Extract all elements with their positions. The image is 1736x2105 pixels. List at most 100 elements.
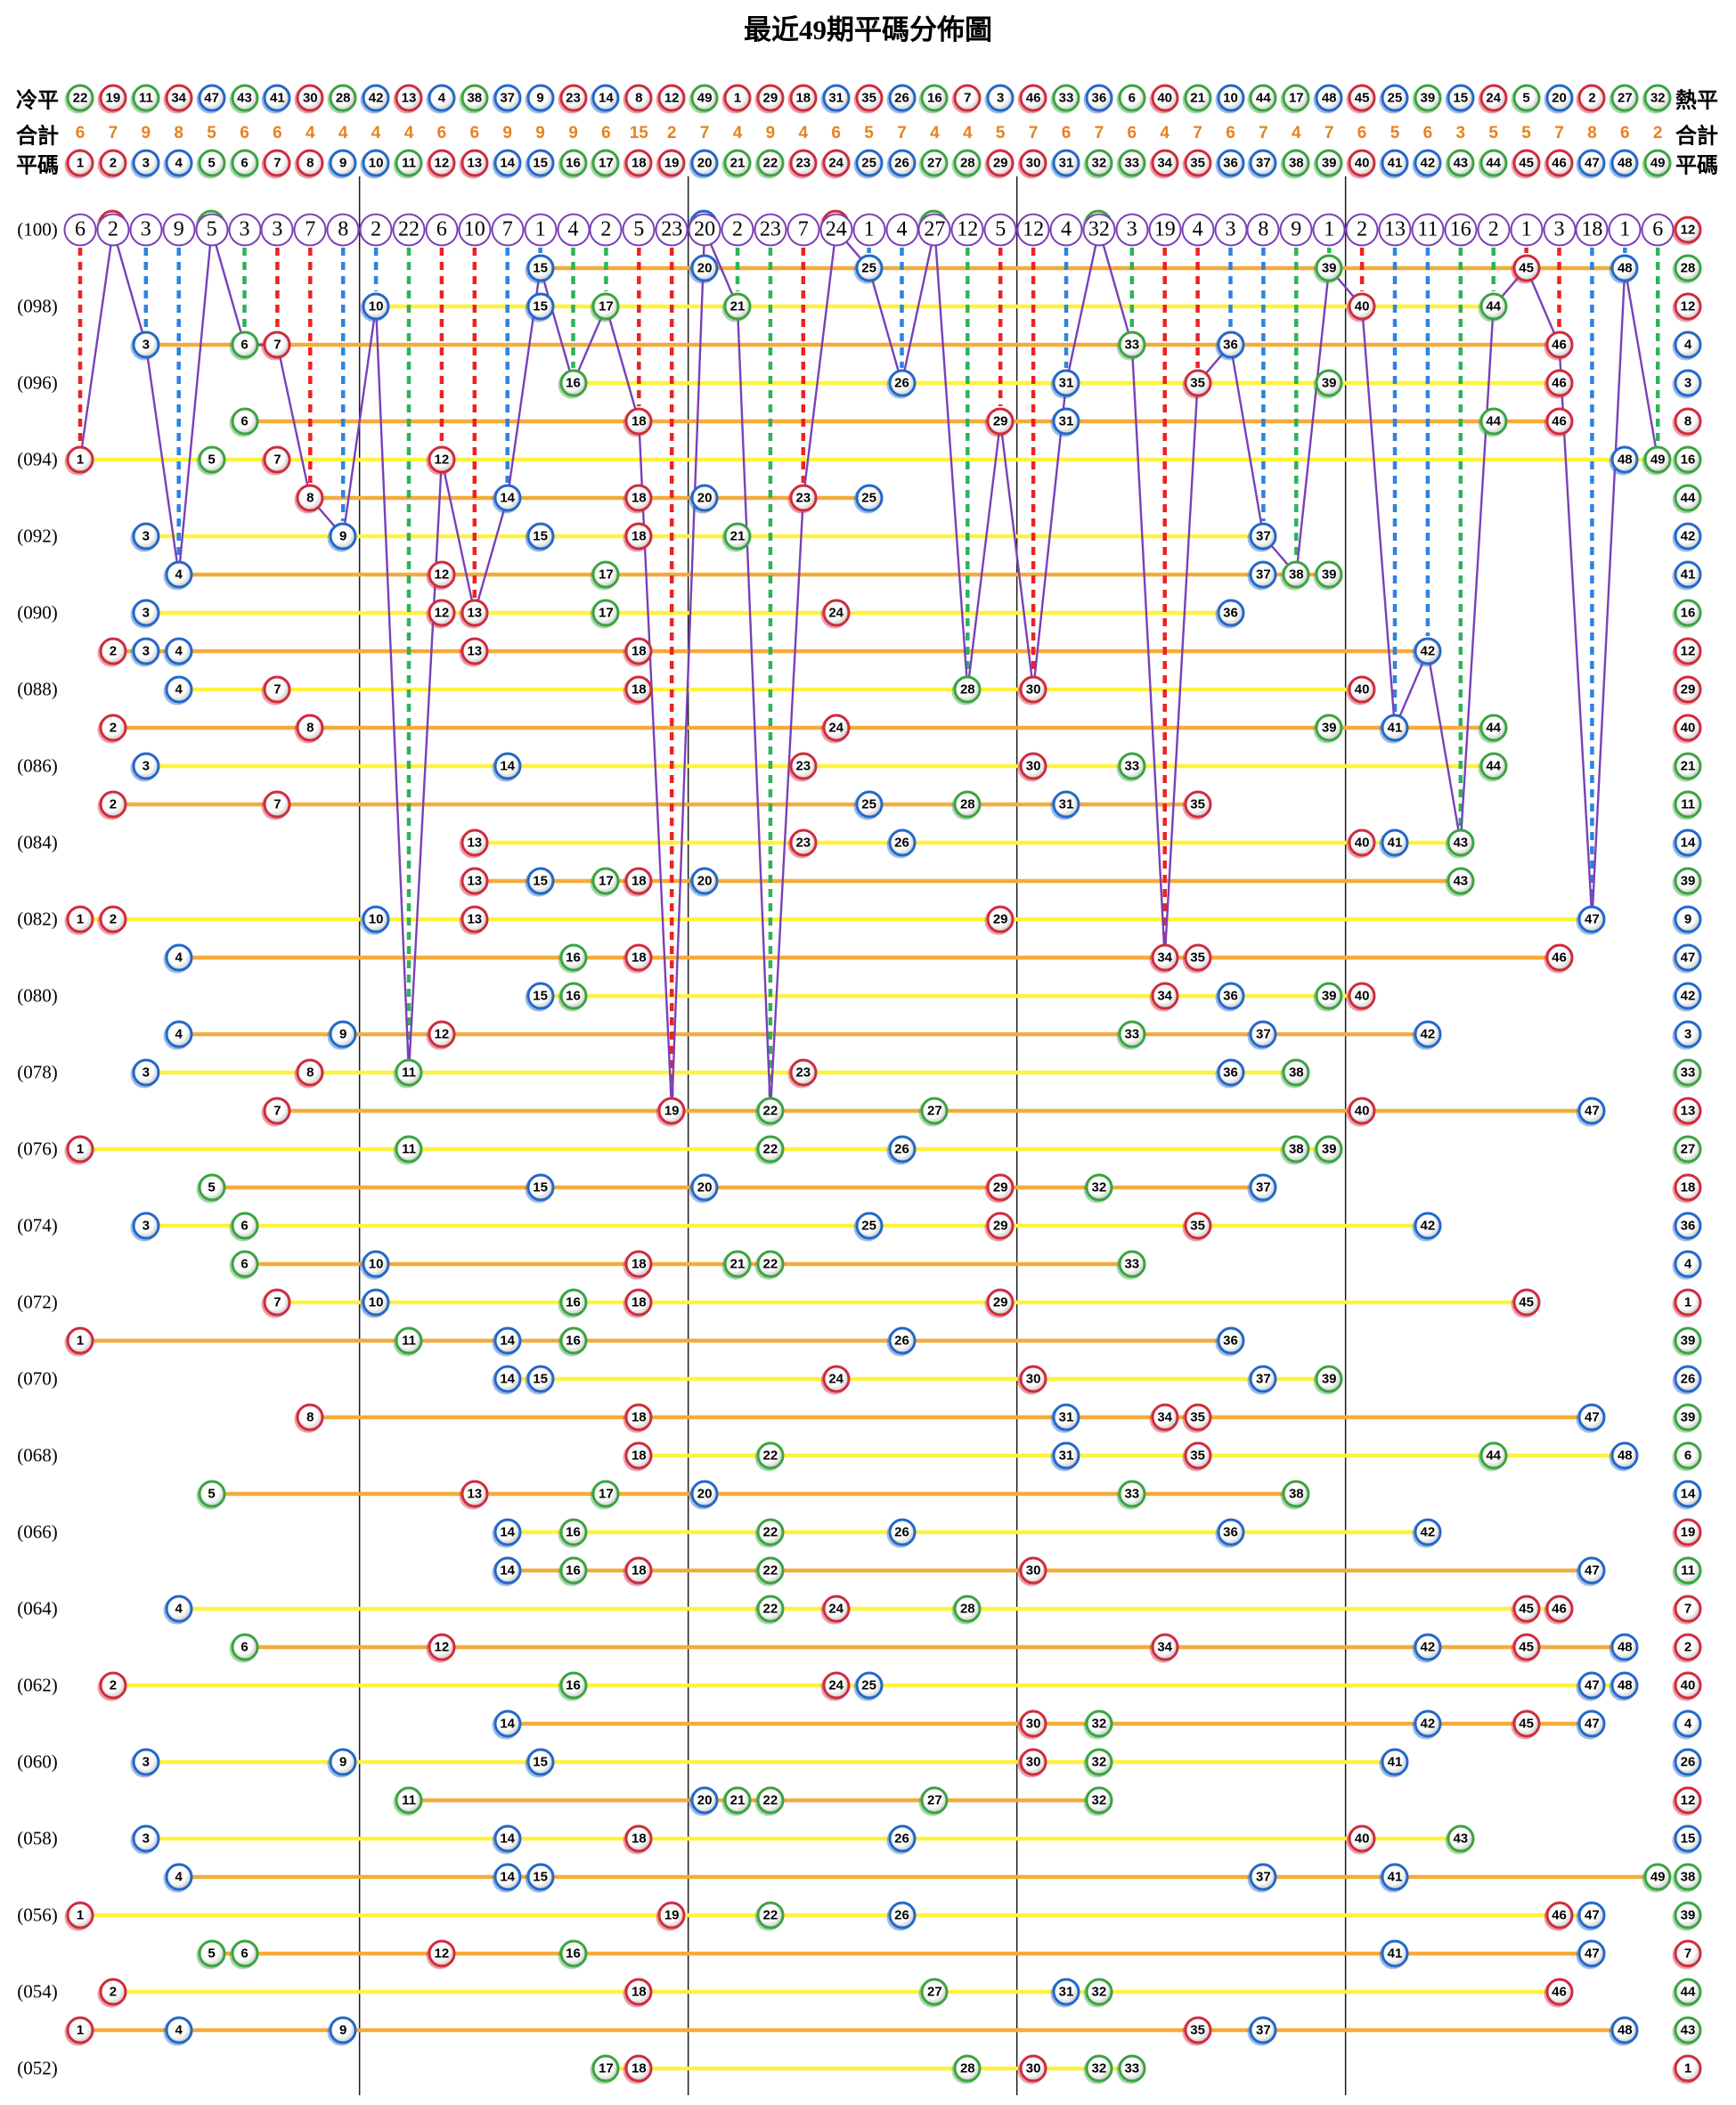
- miss-circle-drawn-27: 27: [917, 213, 951, 247]
- number-header-ball-14: 14: [493, 149, 522, 177]
- ball-80-34: 34: [1151, 982, 1179, 1010]
- miss-circle-2: 2: [359, 213, 393, 247]
- special-ball-94: 16: [1674, 445, 1702, 474]
- ball-96-16: 16: [559, 369, 587, 397]
- number-header-ball-23: 23: [789, 149, 818, 177]
- number-header-ball-22: 22: [756, 149, 785, 177]
- ball-93-23: 23: [789, 484, 818, 512]
- ball-57-49: 49: [1643, 1863, 1672, 1891]
- ball-82-47: 47: [1577, 905, 1606, 934]
- ball-79-4: 4: [165, 1020, 193, 1048]
- ball-70-15: 15: [526, 1365, 555, 1393]
- number-header-ball-34: 34: [1151, 149, 1179, 177]
- ball-88-30: 30: [1019, 675, 1047, 704]
- ball-63-6: 6: [231, 1633, 258, 1661]
- miss-circle-drawn-5: 5: [195, 213, 229, 247]
- ball-76-11: 11: [395, 1135, 423, 1163]
- total-count-16: 9: [568, 124, 578, 143]
- special-ball-95: 8: [1674, 407, 1702, 436]
- ball-96-39: 39: [1315, 369, 1343, 397]
- ball-88-4: 4: [165, 675, 193, 704]
- ball-80-16: 16: [559, 982, 587, 1010]
- total-count-4: 8: [174, 124, 183, 143]
- miss-circle-3: 3: [1214, 213, 1247, 247]
- ball-87-41: 41: [1381, 714, 1409, 742]
- special-ball-72: 1: [1674, 1288, 1702, 1317]
- cold-order-ball-16: 16: [920, 84, 949, 112]
- total-count-31: 6: [1061, 124, 1072, 143]
- total-count-35: 7: [1193, 124, 1202, 143]
- miss-circle-3: 3: [129, 213, 163, 247]
- total-count-47: 8: [1587, 124, 1597, 143]
- cold-order-ball-38: 38: [460, 84, 489, 112]
- ball-61-45: 45: [1512, 1709, 1541, 1738]
- ball-73-33: 33: [1118, 1250, 1146, 1278]
- ball-60-41: 41: [1381, 1748, 1409, 1776]
- ball-66-14: 14: [493, 1518, 522, 1546]
- number-header-ball-26: 26: [888, 149, 916, 177]
- ball-77-40: 40: [1348, 1097, 1376, 1125]
- period-label-64: (064): [17, 1597, 58, 1620]
- number-header-ball-38: 38: [1282, 149, 1310, 177]
- ball-64-24: 24: [822, 1595, 851, 1623]
- number-label-right: 平碼: [1675, 153, 1718, 178]
- special-ball-96: 3: [1674, 369, 1702, 397]
- total-label-right: 合計: [1675, 124, 1718, 149]
- ball-92-15: 15: [526, 522, 555, 551]
- special-ball-91: 41: [1674, 560, 1702, 589]
- total-count-49: 2: [1652, 124, 1663, 143]
- ball-74-35: 35: [1184, 1212, 1212, 1240]
- total-count-9: 4: [338, 124, 348, 143]
- cold-order-ball-46: 46: [1019, 84, 1047, 112]
- cold-order-ball-19: 19: [99, 84, 127, 112]
- ball-82-10: 10: [362, 905, 390, 934]
- special-ball-58: 15: [1674, 1824, 1702, 1853]
- ball-87-8: 8: [296, 714, 324, 742]
- ball-52-32: 32: [1085, 2054, 1113, 2083]
- ball-66-16: 16: [559, 1518, 587, 1546]
- ball-72-10: 10: [362, 1288, 390, 1317]
- period-label-80: (080): [17, 984, 58, 1007]
- number-header-ball-43: 43: [1447, 149, 1475, 177]
- ball-99-45: 45: [1512, 254, 1541, 282]
- ball-90-36: 36: [1217, 599, 1244, 627]
- special-ball-62: 40: [1674, 1671, 1702, 1700]
- ball-94-12: 12: [428, 445, 456, 474]
- ball-91-12: 12: [428, 560, 456, 589]
- total-count-25: 5: [864, 124, 874, 143]
- special-ball-90: 16: [1674, 599, 1702, 627]
- ball-63-12: 12: [428, 1633, 456, 1661]
- miss-circle-drawn-2: 2: [96, 213, 130, 247]
- number-header-ball-45: 45: [1512, 149, 1541, 177]
- cold-order-ball-21: 21: [1184, 84, 1212, 112]
- period-label-88: (088): [17, 678, 58, 700]
- cold-order-ball-8: 8: [624, 84, 653, 112]
- ball-72-29: 29: [986, 1288, 1015, 1317]
- ball-81-34: 34: [1151, 943, 1179, 972]
- number-header-ball-36: 36: [1217, 149, 1244, 177]
- ball-77-27: 27: [920, 1097, 949, 1125]
- ball-61-47: 47: [1577, 1709, 1606, 1738]
- ball-84-26: 26: [888, 828, 916, 857]
- total-count-13: 6: [469, 124, 480, 143]
- total-count-37: 7: [1259, 124, 1268, 143]
- total-count-5: 5: [207, 124, 216, 143]
- ball-72-16: 16: [559, 1288, 587, 1317]
- miss-circle-9: 9: [1279, 213, 1313, 247]
- ball-65-18: 18: [624, 1556, 653, 1585]
- ball-77-19: 19: [657, 1097, 686, 1125]
- ball-69-34: 34: [1151, 1403, 1179, 1432]
- ball-65-22: 22: [756, 1556, 785, 1585]
- ball-82-1: 1: [66, 905, 94, 934]
- ball-89-4: 4: [165, 637, 193, 665]
- ball-95-18: 18: [624, 407, 653, 436]
- ball-93-20: 20: [690, 484, 719, 512]
- miss-circle-5: 5: [983, 213, 1017, 247]
- period-label-66: (066): [17, 1521, 58, 1543]
- ball-70-37: 37: [1249, 1365, 1277, 1393]
- total-count-11: 4: [403, 124, 414, 143]
- ball-94-1: 1: [66, 445, 94, 474]
- cold-order-ball-33: 33: [1052, 84, 1080, 112]
- ball-52-33: 33: [1118, 2054, 1146, 2083]
